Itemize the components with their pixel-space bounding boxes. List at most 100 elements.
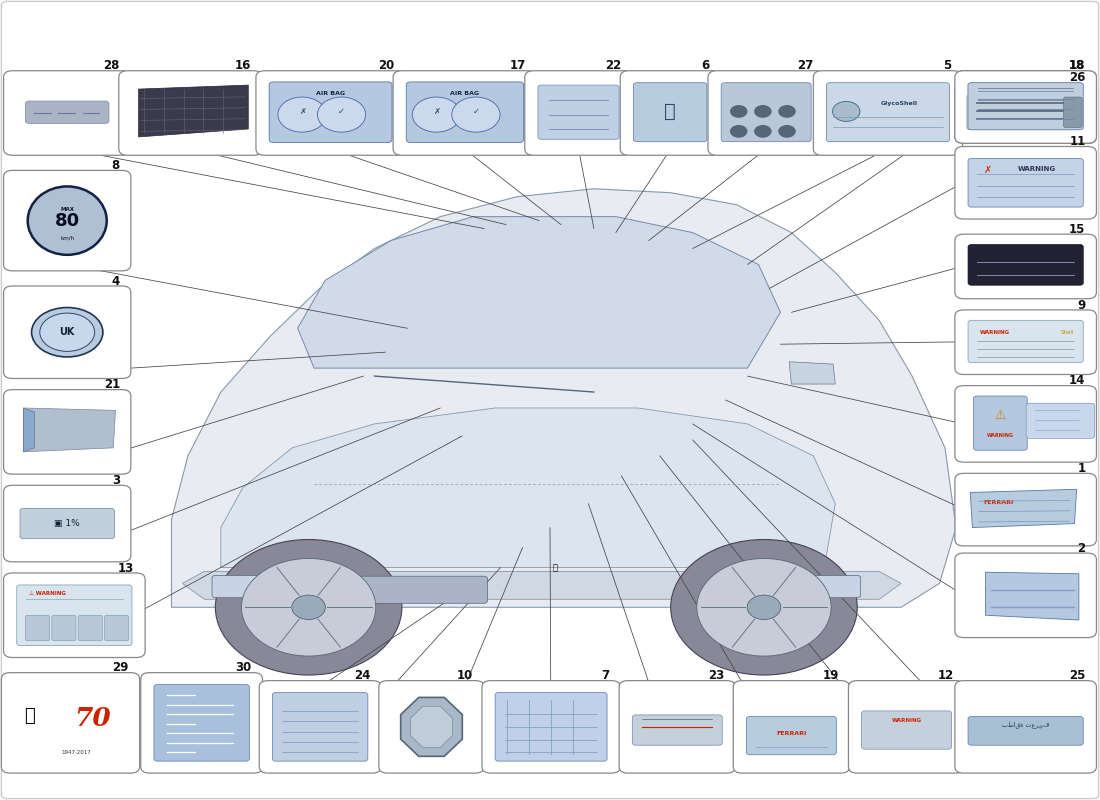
Circle shape: [242, 558, 376, 656]
Text: MAX: MAX: [60, 207, 74, 212]
Text: 13: 13: [118, 562, 134, 574]
Text: 2: 2: [1077, 542, 1086, 554]
FancyBboxPatch shape: [270, 82, 392, 142]
Text: ✗: ✗: [298, 107, 306, 116]
Text: WARNING: WARNING: [980, 330, 1010, 334]
Text: FERRARI: FERRARI: [983, 499, 1014, 505]
Polygon shape: [221, 408, 835, 567]
Text: 29: 29: [112, 662, 129, 674]
Ellipse shape: [32, 307, 103, 357]
Text: 27: 27: [798, 59, 813, 72]
FancyBboxPatch shape: [968, 245, 1084, 286]
FancyBboxPatch shape: [968, 158, 1084, 207]
Text: AIR BAG: AIR BAG: [450, 90, 480, 95]
Text: 14: 14: [1069, 374, 1086, 387]
FancyBboxPatch shape: [1064, 97, 1082, 127]
Circle shape: [747, 595, 781, 619]
Text: GlycoShell: GlycoShell: [880, 101, 917, 106]
Text: ✗: ✗: [433, 107, 440, 116]
Text: 11: 11: [1069, 135, 1086, 148]
Polygon shape: [789, 362, 835, 384]
Text: ✗: ✗: [983, 166, 992, 175]
Ellipse shape: [833, 102, 860, 122]
Text: 15: 15: [1069, 222, 1086, 236]
FancyBboxPatch shape: [273, 693, 367, 761]
Text: 6: 6: [701, 59, 710, 72]
FancyBboxPatch shape: [620, 70, 721, 155]
FancyBboxPatch shape: [3, 573, 145, 658]
FancyBboxPatch shape: [861, 711, 952, 749]
Text: 25: 25: [1069, 670, 1086, 682]
Text: 22: 22: [605, 59, 621, 72]
Polygon shape: [23, 408, 116, 452]
FancyBboxPatch shape: [708, 70, 824, 155]
Text: WARNING: WARNING: [987, 434, 1014, 438]
FancyBboxPatch shape: [260, 681, 381, 773]
Text: 23: 23: [708, 670, 725, 682]
Text: 70: 70: [74, 706, 111, 731]
FancyBboxPatch shape: [3, 70, 131, 155]
Text: 18: 18: [1069, 59, 1086, 72]
Text: 80: 80: [55, 212, 80, 230]
FancyBboxPatch shape: [968, 82, 1084, 130]
Polygon shape: [183, 571, 901, 599]
Text: 9: 9: [1077, 298, 1086, 311]
FancyBboxPatch shape: [968, 717, 1084, 745]
FancyBboxPatch shape: [813, 70, 962, 155]
FancyBboxPatch shape: [955, 681, 1097, 773]
Circle shape: [671, 539, 857, 675]
Text: WARNING: WARNING: [1018, 166, 1056, 172]
Polygon shape: [172, 189, 956, 607]
Text: 17: 17: [509, 59, 526, 72]
FancyBboxPatch shape: [1026, 403, 1094, 438]
FancyBboxPatch shape: [619, 681, 736, 773]
FancyBboxPatch shape: [955, 310, 1097, 374]
FancyBboxPatch shape: [848, 681, 965, 773]
Text: 28: 28: [103, 59, 120, 72]
Circle shape: [755, 125, 771, 138]
FancyBboxPatch shape: [338, 576, 487, 603]
Circle shape: [318, 97, 365, 132]
Circle shape: [730, 105, 748, 118]
Text: 26: 26: [1069, 71, 1086, 84]
Polygon shape: [970, 490, 1077, 527]
FancyBboxPatch shape: [212, 575, 323, 598]
Circle shape: [696, 558, 832, 656]
Text: 7: 7: [601, 670, 609, 682]
Circle shape: [412, 97, 461, 132]
FancyBboxPatch shape: [955, 70, 1097, 143]
Circle shape: [278, 97, 327, 132]
FancyBboxPatch shape: [967, 94, 1080, 130]
FancyBboxPatch shape: [974, 396, 1027, 450]
Polygon shape: [139, 85, 249, 137]
Polygon shape: [298, 217, 780, 368]
FancyBboxPatch shape: [482, 681, 620, 773]
Text: 🐎: 🐎: [24, 707, 35, 726]
Text: UK: UK: [59, 327, 75, 338]
FancyBboxPatch shape: [955, 234, 1097, 298]
Text: ✓: ✓: [472, 107, 480, 116]
FancyBboxPatch shape: [20, 509, 114, 538]
Text: 5: 5: [944, 59, 952, 72]
Text: ⚠: ⚠: [994, 410, 1006, 422]
FancyBboxPatch shape: [495, 693, 607, 761]
Text: 24: 24: [354, 670, 370, 682]
FancyBboxPatch shape: [25, 101, 109, 123]
FancyBboxPatch shape: [968, 320, 1084, 362]
Ellipse shape: [40, 313, 95, 351]
Text: 4: 4: [111, 274, 120, 287]
Text: professionaldiagrams.co: professionaldiagrams.co: [440, 454, 660, 473]
Text: FERRARI: FERRARI: [777, 730, 806, 736]
FancyBboxPatch shape: [632, 715, 723, 745]
FancyBboxPatch shape: [406, 82, 524, 142]
Text: 10: 10: [456, 670, 473, 682]
Text: Shell: Shell: [1062, 330, 1075, 334]
Circle shape: [216, 539, 402, 675]
FancyBboxPatch shape: [393, 70, 537, 155]
FancyBboxPatch shape: [16, 585, 132, 646]
FancyBboxPatch shape: [3, 286, 131, 378]
Text: 18: 18: [1069, 59, 1086, 72]
FancyBboxPatch shape: [955, 386, 1097, 462]
FancyBboxPatch shape: [119, 70, 263, 155]
Ellipse shape: [28, 186, 107, 255]
